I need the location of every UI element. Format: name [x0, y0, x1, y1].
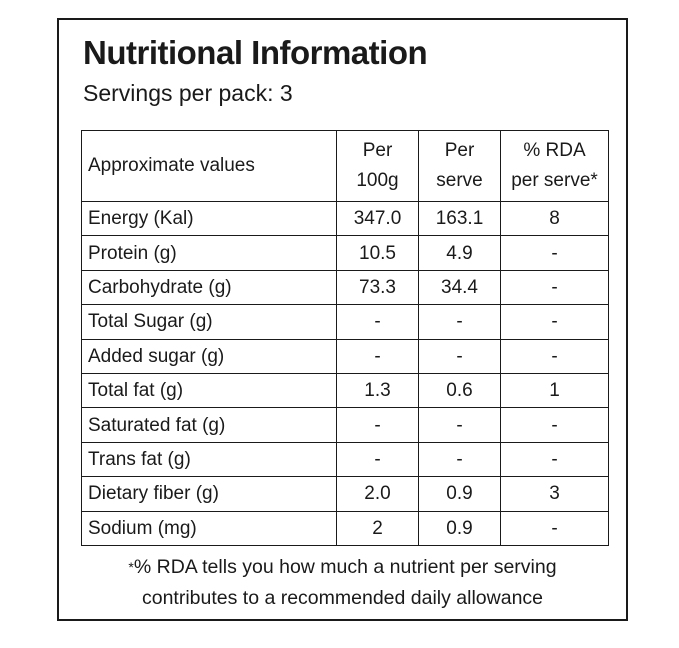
value-rda: 3	[500, 476, 609, 512]
value-rda: -	[500, 510, 609, 546]
value-per-serve: -	[418, 338, 501, 374]
table-row: Added sugar (g) - - -	[81, 338, 609, 374]
header-approximate-values: Approximate values	[81, 130, 337, 202]
value-per-serve: 0.9	[418, 510, 501, 546]
header-per-100g-line1: Per	[362, 140, 393, 161]
table-row: Carbohydrate (g) 73.3 34.4 -	[81, 269, 609, 306]
header-per-serve: Per serve	[418, 130, 501, 202]
table-row: Total Sugar (g) - - -	[81, 304, 609, 340]
nutrient-label: Sodium (mg)	[81, 510, 337, 546]
value-per-serve: -	[418, 407, 501, 443]
value-rda: 1	[500, 372, 609, 409]
nutrient-label: Carbohydrate (g)	[81, 269, 337, 306]
table-row: Sodium (mg) 2 0.9 -	[81, 510, 609, 546]
table-row: Total fat (g) 1.3 0.6 1	[81, 372, 609, 409]
value-rda: 8	[500, 200, 609, 237]
header-rda-line2: per serve*	[511, 170, 598, 191]
value-per-100g: 2	[336, 510, 419, 546]
nutrient-label: Protein (g)	[81, 235, 337, 271]
value-rda: -	[500, 441, 609, 478]
value-per-serve: 0.6	[418, 372, 501, 409]
value-rda: -	[500, 235, 609, 271]
value-rda: -	[500, 304, 609, 340]
value-per-100g: 347.0	[336, 200, 419, 237]
page-title: Nutritional Information	[83, 34, 428, 71]
header-per-serve-line2: serve	[436, 170, 483, 191]
nutrient-label: Total fat (g)	[81, 372, 337, 409]
nutrient-label: Total Sugar (g)	[81, 304, 337, 340]
header-per-100g-line2: 100g	[356, 170, 399, 191]
value-per-100g: 1.3	[336, 372, 419, 409]
nutrition-table: Approximate values Per 100g Per serve % …	[81, 130, 609, 546]
value-per-serve: -	[418, 441, 501, 478]
header-per-100g: Per 100g	[336, 130, 419, 202]
table-header-row: Approximate values Per 100g Per serve % …	[81, 130, 609, 202]
value-per-serve: -	[418, 304, 501, 340]
value-per-serve: 4.9	[418, 235, 501, 271]
value-per-serve: 34.4	[418, 269, 501, 306]
value-rda: -	[500, 338, 609, 374]
value-per-100g: -	[336, 407, 419, 443]
nutrition-panel: Nutritional Information Servings per pac…	[57, 18, 628, 621]
value-per-100g: 2.0	[336, 476, 419, 512]
header-rda-line1: % RDA	[523, 140, 586, 161]
value-per-serve: 163.1	[418, 200, 501, 237]
value-rda: -	[500, 269, 609, 306]
nutrient-label: Energy (Kal)	[81, 200, 337, 237]
value-per-100g: 10.5	[336, 235, 419, 271]
nutrient-label: Saturated fat (g)	[81, 407, 337, 443]
table-row: Protein (g) 10.5 4.9 -	[81, 235, 609, 271]
table-row: Saturated fat (g) - - -	[81, 407, 609, 443]
nutrient-label: Added sugar (g)	[81, 338, 337, 374]
header-rda-per-serve: % RDA per serve*	[500, 130, 609, 202]
servings-per-pack: Servings per pack: 3	[83, 80, 293, 106]
header-per-serve-line1: Per	[444, 140, 475, 161]
table-row: Trans fat (g) - - -	[81, 441, 609, 478]
value-per-100g: -	[336, 441, 419, 478]
value-per-serve: 0.9	[418, 476, 501, 512]
value-per-100g: -	[336, 338, 419, 374]
footnote-line1: % RDA tells you how much a nutrient per …	[133, 556, 557, 578]
table-row: Energy (Kal) 347.0 163.1 8	[81, 200, 609, 237]
footnote-mark: *	[128, 559, 134, 575]
table-row: Dietary fiber (g) 2.0 0.9 3	[81, 476, 609, 512]
value-rda: -	[500, 407, 609, 443]
nutrient-label: Trans fat (g)	[81, 441, 337, 478]
value-per-100g: 73.3	[336, 269, 419, 306]
rda-footnote: *% RDA tells you how much a nutrient per…	[59, 552, 626, 614]
footnote-line2: contributes to a recommended daily allow…	[141, 587, 544, 609]
nutrient-label: Dietary fiber (g)	[81, 476, 337, 512]
value-per-100g: -	[336, 304, 419, 340]
